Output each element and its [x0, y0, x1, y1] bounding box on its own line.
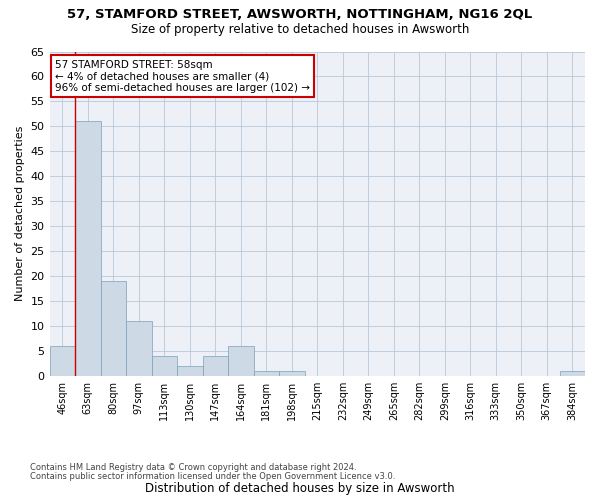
Bar [228, 346, 254, 376]
Bar [152, 356, 177, 376]
Bar [279, 371, 305, 376]
Text: Distribution of detached houses by size in Awsworth: Distribution of detached houses by size … [145, 482, 455, 495]
Bar [101, 281, 126, 376]
Text: 57 STAMFORD STREET: 58sqm
← 4% of detached houses are smaller (4)
96% of semi-de: 57 STAMFORD STREET: 58sqm ← 4% of detach… [55, 60, 310, 93]
Text: Contains HM Land Registry data © Crown copyright and database right 2024.: Contains HM Land Registry data © Crown c… [30, 464, 356, 472]
Bar [203, 356, 228, 376]
Bar [177, 366, 203, 376]
Y-axis label: Number of detached properties: Number of detached properties [15, 126, 25, 302]
Bar [560, 371, 585, 376]
Text: Contains public sector information licensed under the Open Government Licence v3: Contains public sector information licen… [30, 472, 395, 481]
Bar [50, 346, 75, 376]
Bar [254, 371, 279, 376]
Text: 57, STAMFORD STREET, AWSWORTH, NOTTINGHAM, NG16 2QL: 57, STAMFORD STREET, AWSWORTH, NOTTINGHA… [67, 8, 533, 20]
Text: Size of property relative to detached houses in Awsworth: Size of property relative to detached ho… [131, 22, 469, 36]
Bar [126, 321, 152, 376]
Bar [75, 122, 101, 376]
